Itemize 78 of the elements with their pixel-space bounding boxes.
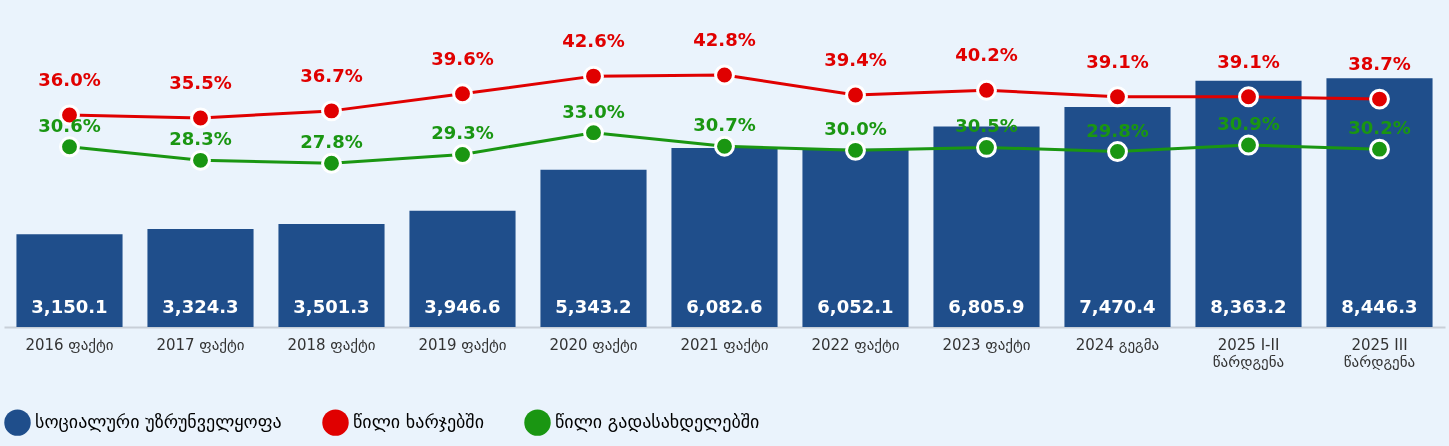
bar — [147, 229, 254, 327]
point — [976, 79, 997, 101]
legend-label: წილი ხარჯებში — [353, 410, 484, 432]
point — [845, 139, 866, 161]
bar — [1326, 78, 1433, 327]
x-tick-label: 2025 III წარდგენა — [1343, 335, 1416, 371]
x-tick-label: 2024 გეგმა — [1075, 335, 1160, 354]
point — [714, 135, 735, 157]
data-label: 30.9% — [1217, 113, 1280, 135]
point — [1369, 88, 1390, 110]
x-tick-label: 2022 ფაქტი — [811, 335, 900, 354]
data-label: 42.6% — [562, 30, 625, 52]
bar — [409, 210, 516, 327]
legend-label: წილი გადასახდელებში — [555, 410, 760, 432]
data-label: 6,052.1 — [817, 296, 894, 317]
data-label: 30.6% — [38, 114, 101, 136]
point — [1107, 141, 1128, 162]
point — [190, 149, 211, 171]
point — [976, 136, 997, 158]
data-label: 30.0% — [824, 118, 887, 140]
point — [583, 122, 604, 144]
data-label: 38.7% — [1348, 53, 1411, 75]
data-label: 28.3% — [169, 128, 232, 150]
data-label: 39.4% — [824, 48, 887, 70]
bar — [540, 169, 647, 327]
point — [59, 136, 80, 158]
x-tick-label: 2021 ფაქტი — [680, 335, 769, 354]
bar — [16, 234, 123, 327]
data-label: 30.5% — [955, 115, 1018, 137]
point — [1369, 138, 1390, 160]
data-label: 42.8% — [693, 28, 756, 50]
point — [1238, 134, 1259, 156]
legend-label: სოციალური უზრუნველყოფა — [35, 410, 282, 432]
x-tick-label: 2017 ფაქტი — [156, 335, 245, 354]
point — [452, 144, 473, 165]
bar — [1064, 107, 1171, 327]
data-label: 39.6% — [431, 47, 494, 69]
data-label: 35.5% — [169, 71, 232, 93]
bar — [802, 148, 909, 327]
bar — [1195, 80, 1302, 327]
data-label: 3,946.6 — [424, 296, 501, 317]
data-label: 30.7% — [693, 114, 756, 136]
data-label: 3,150.1 — [31, 296, 108, 317]
data-label: 6,082.6 — [686, 296, 763, 317]
point — [452, 83, 473, 105]
data-label: 3,324.3 — [162, 296, 239, 317]
point — [583, 65, 604, 87]
data-label: 29.8% — [1086, 119, 1149, 141]
data-label: 40.2% — [955, 44, 1018, 66]
x-tick-label: 2023 ფაქტი — [942, 335, 1031, 354]
data-label: 39.1% — [1217, 50, 1280, 72]
data-label: 3,501.3 — [293, 296, 370, 317]
bar — [671, 147, 778, 327]
point — [190, 107, 211, 129]
x-tick-label: 2019 ფაქტი — [418, 335, 507, 354]
data-label: 29.3% — [431, 122, 494, 144]
data-label: 6,805.9 — [948, 296, 1025, 317]
data-label: 39.1% — [1086, 50, 1149, 72]
x-tick-label: 2020 ფაქტი — [549, 335, 638, 354]
data-label: 36.0% — [38, 69, 101, 90]
data-label: 36.7% — [300, 64, 363, 86]
data-label: 8,363.2 — [1210, 296, 1287, 317]
data-label: 27.8% — [300, 131, 363, 153]
data-label: 30.2% — [1348, 117, 1411, 139]
point — [1107, 86, 1128, 108]
point — [714, 64, 735, 86]
point — [845, 84, 866, 106]
x-tick-label: 2016 ფაქტი — [25, 335, 114, 354]
x-tick-label: 2025 I-II წარდგენა — [1212, 335, 1285, 371]
data-label: 8,446.3 — [1341, 296, 1418, 317]
data-label: 5,343.2 — [555, 296, 632, 317]
data-label: 7,470.4 — [1079, 296, 1156, 317]
point — [1238, 86, 1259, 108]
data-label: 33.0% — [562, 100, 625, 122]
point — [321, 152, 342, 174]
point — [321, 100, 342, 122]
x-tick-label: 2018 ფაქტი — [287, 335, 376, 354]
bar — [278, 223, 385, 327]
